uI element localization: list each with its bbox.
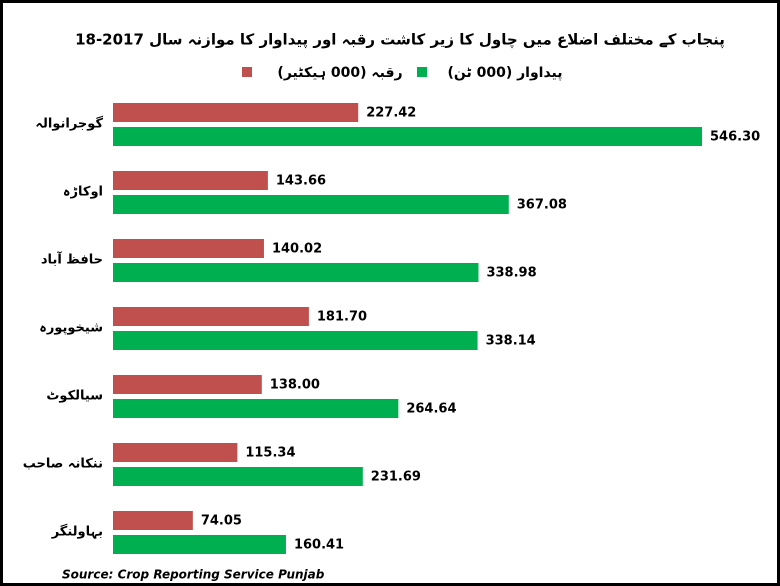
legend-label: رقبہ (000 ہیکٹیر) <box>277 65 402 81</box>
bar <box>113 263 479 282</box>
value-label: 231.69 <box>371 470 421 485</box>
value-label: 181.70 <box>317 310 367 325</box>
legend-label: پیداوار (000 ٹن) <box>447 65 562 81</box>
value-label: 367.08 <box>517 198 567 213</box>
bar <box>113 127 703 146</box>
source-note: Source: Crop Reporting Service Punjab <box>62 568 325 582</box>
legend-swatch <box>242 67 252 77</box>
category-label: شیخوپورہ <box>39 321 103 336</box>
value-label: 115.34 <box>245 446 295 461</box>
bar <box>113 375 262 394</box>
value-label: 264.64 <box>406 402 456 417</box>
value-label: 338.98 <box>486 266 536 281</box>
bar <box>113 399 399 418</box>
bar <box>113 195 509 214</box>
category-label: سیالکوٹ <box>46 389 103 404</box>
value-label: 74.05 <box>201 514 242 529</box>
legend-swatch <box>417 67 427 77</box>
bar <box>113 443 238 462</box>
value-label: 143.66 <box>276 174 326 189</box>
bar <box>113 511 193 530</box>
category-label: حافظ آباد <box>41 251 103 268</box>
bar <box>113 467 363 486</box>
value-label: 227.42 <box>366 106 416 121</box>
category-label: اوکاڑہ <box>63 185 103 200</box>
bar <box>113 307 309 326</box>
category-label: ننکانہ صاحب <box>23 457 103 472</box>
value-label: 138.00 <box>270 378 320 393</box>
bar <box>113 331 478 350</box>
value-label: 546.30 <box>710 130 760 145</box>
bar <box>113 239 264 258</box>
bar <box>113 103 359 122</box>
bar <box>113 535 286 554</box>
value-label: 160.41 <box>294 538 344 553</box>
chart-title: پنجاب کے مختلف اضلاع میں چاول کا زیر کاش… <box>75 31 725 50</box>
value-label: 338.14 <box>486 334 536 349</box>
category-label: بہاولنگر <box>51 524 103 540</box>
value-label: 140.02 <box>272 242 322 257</box>
category-label: گوجرانوالہ <box>35 116 103 132</box>
bar <box>113 171 268 190</box>
